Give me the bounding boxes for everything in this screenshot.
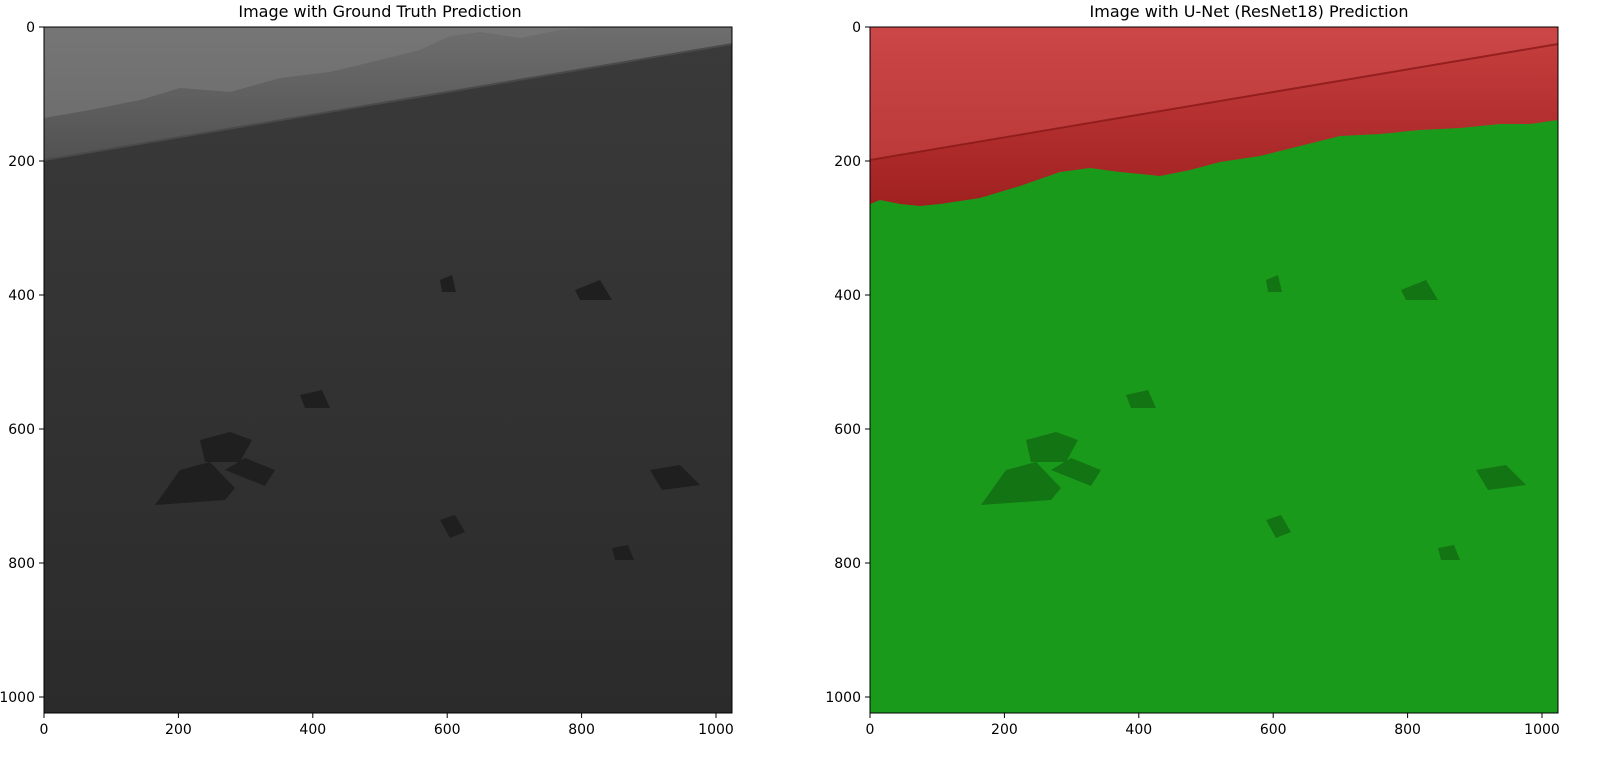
y-tick-label: 600 (8, 422, 35, 438)
x-tick-label: 800 (1394, 722, 1421, 738)
x-tick-label: 600 (434, 722, 461, 738)
x-tick-label: 1000 (1524, 722, 1560, 738)
y-tick-label: 800 (834, 556, 861, 572)
plot-frame (43, 26, 733, 714)
x-tick-labels: 0 200 400 600 800 1000 (40, 722, 734, 738)
y-tick-label: 1000 (825, 690, 861, 706)
x-tick-label: 1000 (698, 722, 734, 738)
x-axis (869, 713, 1543, 718)
x-tick-labels: 0 200 400 600 800 1000 (866, 722, 1560, 738)
y-axis (39, 26, 44, 698)
y-tick-labels: 0 200 400 600 800 1000 (0, 20, 35, 706)
y-tick-label: 200 (834, 154, 861, 170)
x-tick-label: 200 (991, 722, 1018, 738)
y-tick-label: 200 (8, 154, 35, 170)
y-tick-label: 0 (26, 20, 35, 36)
x-tick-label: 0 (40, 722, 49, 738)
panel-unet-prediction: Image with U-Net (ResNet18) Prediction (820, 0, 1580, 758)
unet-prediction-image (869, 27, 1559, 713)
ground-truth-image (43, 27, 733, 713)
x-tick-label: 400 (1125, 722, 1152, 738)
x-tick-label: 0 (866, 722, 875, 738)
x-axis (43, 713, 717, 718)
panel-title: Image with U-Net (ResNet18) Prediction (1089, 2, 1409, 21)
ground-truth-plot: 0 200 400 600 800 1000 0 200 400 600 800… (0, 20, 734, 738)
unet-prediction-plot: 0 200 400 600 800 1000 0 200 400 600 800… (825, 20, 1560, 738)
y-tick-label: 600 (834, 422, 861, 438)
y-tick-label: 800 (8, 556, 35, 572)
x-tick-label: 800 (568, 722, 595, 738)
sky-mask (870, 27, 1558, 206)
y-tick-labels: 0 200 400 600 800 1000 (825, 20, 861, 706)
x-tick-label: 600 (1260, 722, 1287, 738)
y-axis (865, 26, 870, 698)
panel-ground-truth: Image with Ground Truth Prediction (0, 0, 760, 758)
x-tick-label: 200 (165, 722, 192, 738)
panel-title: Image with Ground Truth Prediction (238, 2, 522, 21)
y-tick-label: 400 (8, 288, 35, 304)
x-tick-label: 400 (299, 722, 326, 738)
y-tick-label: 0 (852, 20, 861, 36)
y-tick-label: 400 (834, 288, 861, 304)
plot-frame (869, 26, 1559, 714)
y-tick-label: 1000 (0, 690, 35, 706)
